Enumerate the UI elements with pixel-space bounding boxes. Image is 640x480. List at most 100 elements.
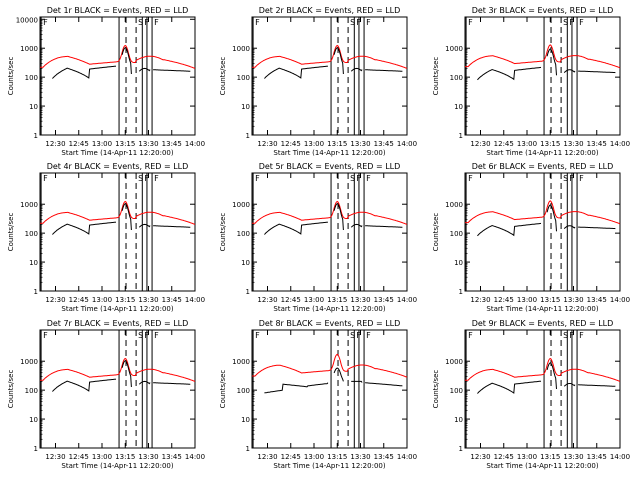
- flag-label: F: [366, 331, 371, 340]
- y-tick-label: 10: [454, 103, 463, 111]
- x-tick-label: 12:30: [257, 296, 277, 304]
- x-tick-label: 13:45: [587, 140, 607, 148]
- flag-label: F: [569, 331, 574, 340]
- flag-label: F: [366, 174, 371, 183]
- x-tick-label: 13:30: [563, 140, 583, 148]
- events-series-line: [477, 362, 616, 394]
- x-tick-label: 12:30: [470, 140, 490, 148]
- flag-label: F: [255, 18, 260, 27]
- flag-label: F: [569, 18, 574, 27]
- events-series-line: [477, 204, 616, 237]
- flag-label: S: [350, 331, 355, 340]
- x-tick-label: 13:45: [374, 453, 394, 461]
- events-series-line: [52, 203, 191, 235]
- flag-label: F: [468, 18, 473, 27]
- chart-title: Det 3r BLACK = Events, RED = LLD: [472, 6, 614, 15]
- x-tick-label: 12:45: [494, 296, 514, 304]
- x-tick-label: 13:45: [162, 296, 182, 304]
- x-tick-label: 13:30: [138, 140, 158, 148]
- chart-title: Det 8r BLACK = Events, RED = LLD: [259, 319, 401, 328]
- panel-det-8: Det 8r BLACK = Events, RED = LLD 1 10 100 10…: [219, 319, 417, 470]
- flag-label: F: [579, 331, 584, 340]
- flag-label: F: [569, 174, 574, 183]
- y-tick-label: 1: [246, 288, 250, 296]
- y-tick-label: 100: [25, 74, 38, 82]
- flag-label: F: [154, 18, 159, 27]
- chart-title: Det 2r BLACK = Events, RED = LLD: [259, 6, 401, 15]
- chart-title: Det 7r BLACK = Events, RED = LLD: [47, 319, 189, 328]
- lld-series-line: [465, 200, 621, 225]
- y-tick-label: 100: [450, 230, 463, 238]
- chart-title: Det 1r BLACK = Events, RED = LLD: [47, 6, 189, 15]
- x-axis-label: Start Time (14-Apr-11 12:20:00): [486, 305, 598, 313]
- x-tick-label: 13:30: [350, 296, 370, 304]
- x-tick-label: 12:45: [69, 140, 89, 148]
- y-tick-label: 10: [454, 259, 463, 267]
- x-tick-label: 12:45: [281, 453, 301, 461]
- x-tick-label: 14:00: [610, 140, 630, 148]
- panel-det-3: Det 3r BLACK = Events, RED = LLD 1 10 100 10…: [432, 6, 630, 157]
- flag-label: S: [563, 18, 568, 27]
- y-tick-label: 100: [237, 74, 250, 82]
- events-series-line: [52, 360, 191, 392]
- x-tick-label: 12:30: [45, 296, 65, 304]
- panel-det-5: Det 5r BLACK = Events, RED = LLD 1 10 100 10…: [219, 162, 417, 313]
- y-axis-label: Counts/sec: [432, 213, 440, 252]
- y-tick-label: 10: [241, 259, 250, 267]
- flag-label: F: [43, 18, 48, 27]
- flag-label: S: [138, 331, 143, 340]
- lld-series-line: [252, 353, 408, 378]
- x-tick-label: 13:15: [540, 140, 560, 148]
- plot-frame: [464, 16, 621, 136]
- lld-series-line: [252, 44, 408, 69]
- lld-series-line: [40, 44, 196, 69]
- x-tick-label: 13:45: [374, 140, 394, 148]
- x-tick-label: 13:00: [92, 296, 112, 304]
- panel-det-6: Det 6r BLACK = Events, RED = LLD 1 10 100 10…: [432, 162, 630, 313]
- y-axis-label: Counts/sec: [432, 370, 440, 409]
- x-tick-label: 13:30: [563, 296, 583, 304]
- flag-label: F: [144, 174, 149, 183]
- x-tick-label: 13:45: [162, 453, 182, 461]
- y-axis-label: Counts/sec: [219, 213, 227, 252]
- plot-frame: [39, 172, 196, 292]
- lld-series-line: [40, 200, 196, 225]
- x-axis-label: Start Time (14-Apr-11 12:20:00): [61, 149, 173, 157]
- x-tick-label: 13:30: [138, 453, 158, 461]
- events-series-line: [477, 48, 616, 81]
- y-tick-label: 1000: [445, 201, 463, 209]
- flag-label: S: [563, 174, 568, 183]
- flag-label: F: [154, 174, 159, 183]
- x-tick-label: 13:15: [327, 140, 347, 148]
- flag-label: S: [138, 174, 143, 183]
- flag-label: S: [350, 174, 355, 183]
- lld-series-line: [252, 200, 408, 225]
- y-tick-label: 1: [34, 445, 38, 453]
- chart-title: Det 4r BLACK = Events, RED = LLD: [47, 162, 189, 171]
- y-tick-label: 1000: [232, 358, 250, 366]
- x-tick-label: 14:00: [185, 453, 205, 461]
- x-tick-label: 13:00: [92, 140, 112, 148]
- flag-label: F: [144, 331, 149, 340]
- x-tick-label: 14:00: [397, 296, 417, 304]
- x-tick-label: 13:15: [540, 453, 560, 461]
- lld-series-line: [465, 357, 621, 382]
- x-tick-label: 13:45: [374, 296, 394, 304]
- y-tick-label: 100: [237, 387, 250, 395]
- x-tick-label: 12:45: [494, 453, 514, 461]
- panel-det-7: Det 7r BLACK = Events, RED = LLD 1 10 100 10…: [7, 319, 205, 470]
- y-tick-label: 100: [25, 387, 38, 395]
- y-tick-label: 1000: [232, 201, 250, 209]
- flag-label: F: [43, 174, 48, 183]
- x-tick-label: 13:00: [304, 140, 324, 148]
- y-axis-label: Counts/sec: [219, 370, 227, 409]
- flag-label: F: [579, 174, 584, 183]
- x-tick-label: 14:00: [610, 453, 630, 461]
- lld-series-line: [40, 357, 196, 382]
- y-tick-label: 10: [454, 416, 463, 424]
- plot-frame: [251, 16, 408, 136]
- x-tick-label: 13:45: [587, 296, 607, 304]
- x-tick-label: 12:45: [281, 296, 301, 304]
- y-tick-label: 1000: [232, 45, 250, 53]
